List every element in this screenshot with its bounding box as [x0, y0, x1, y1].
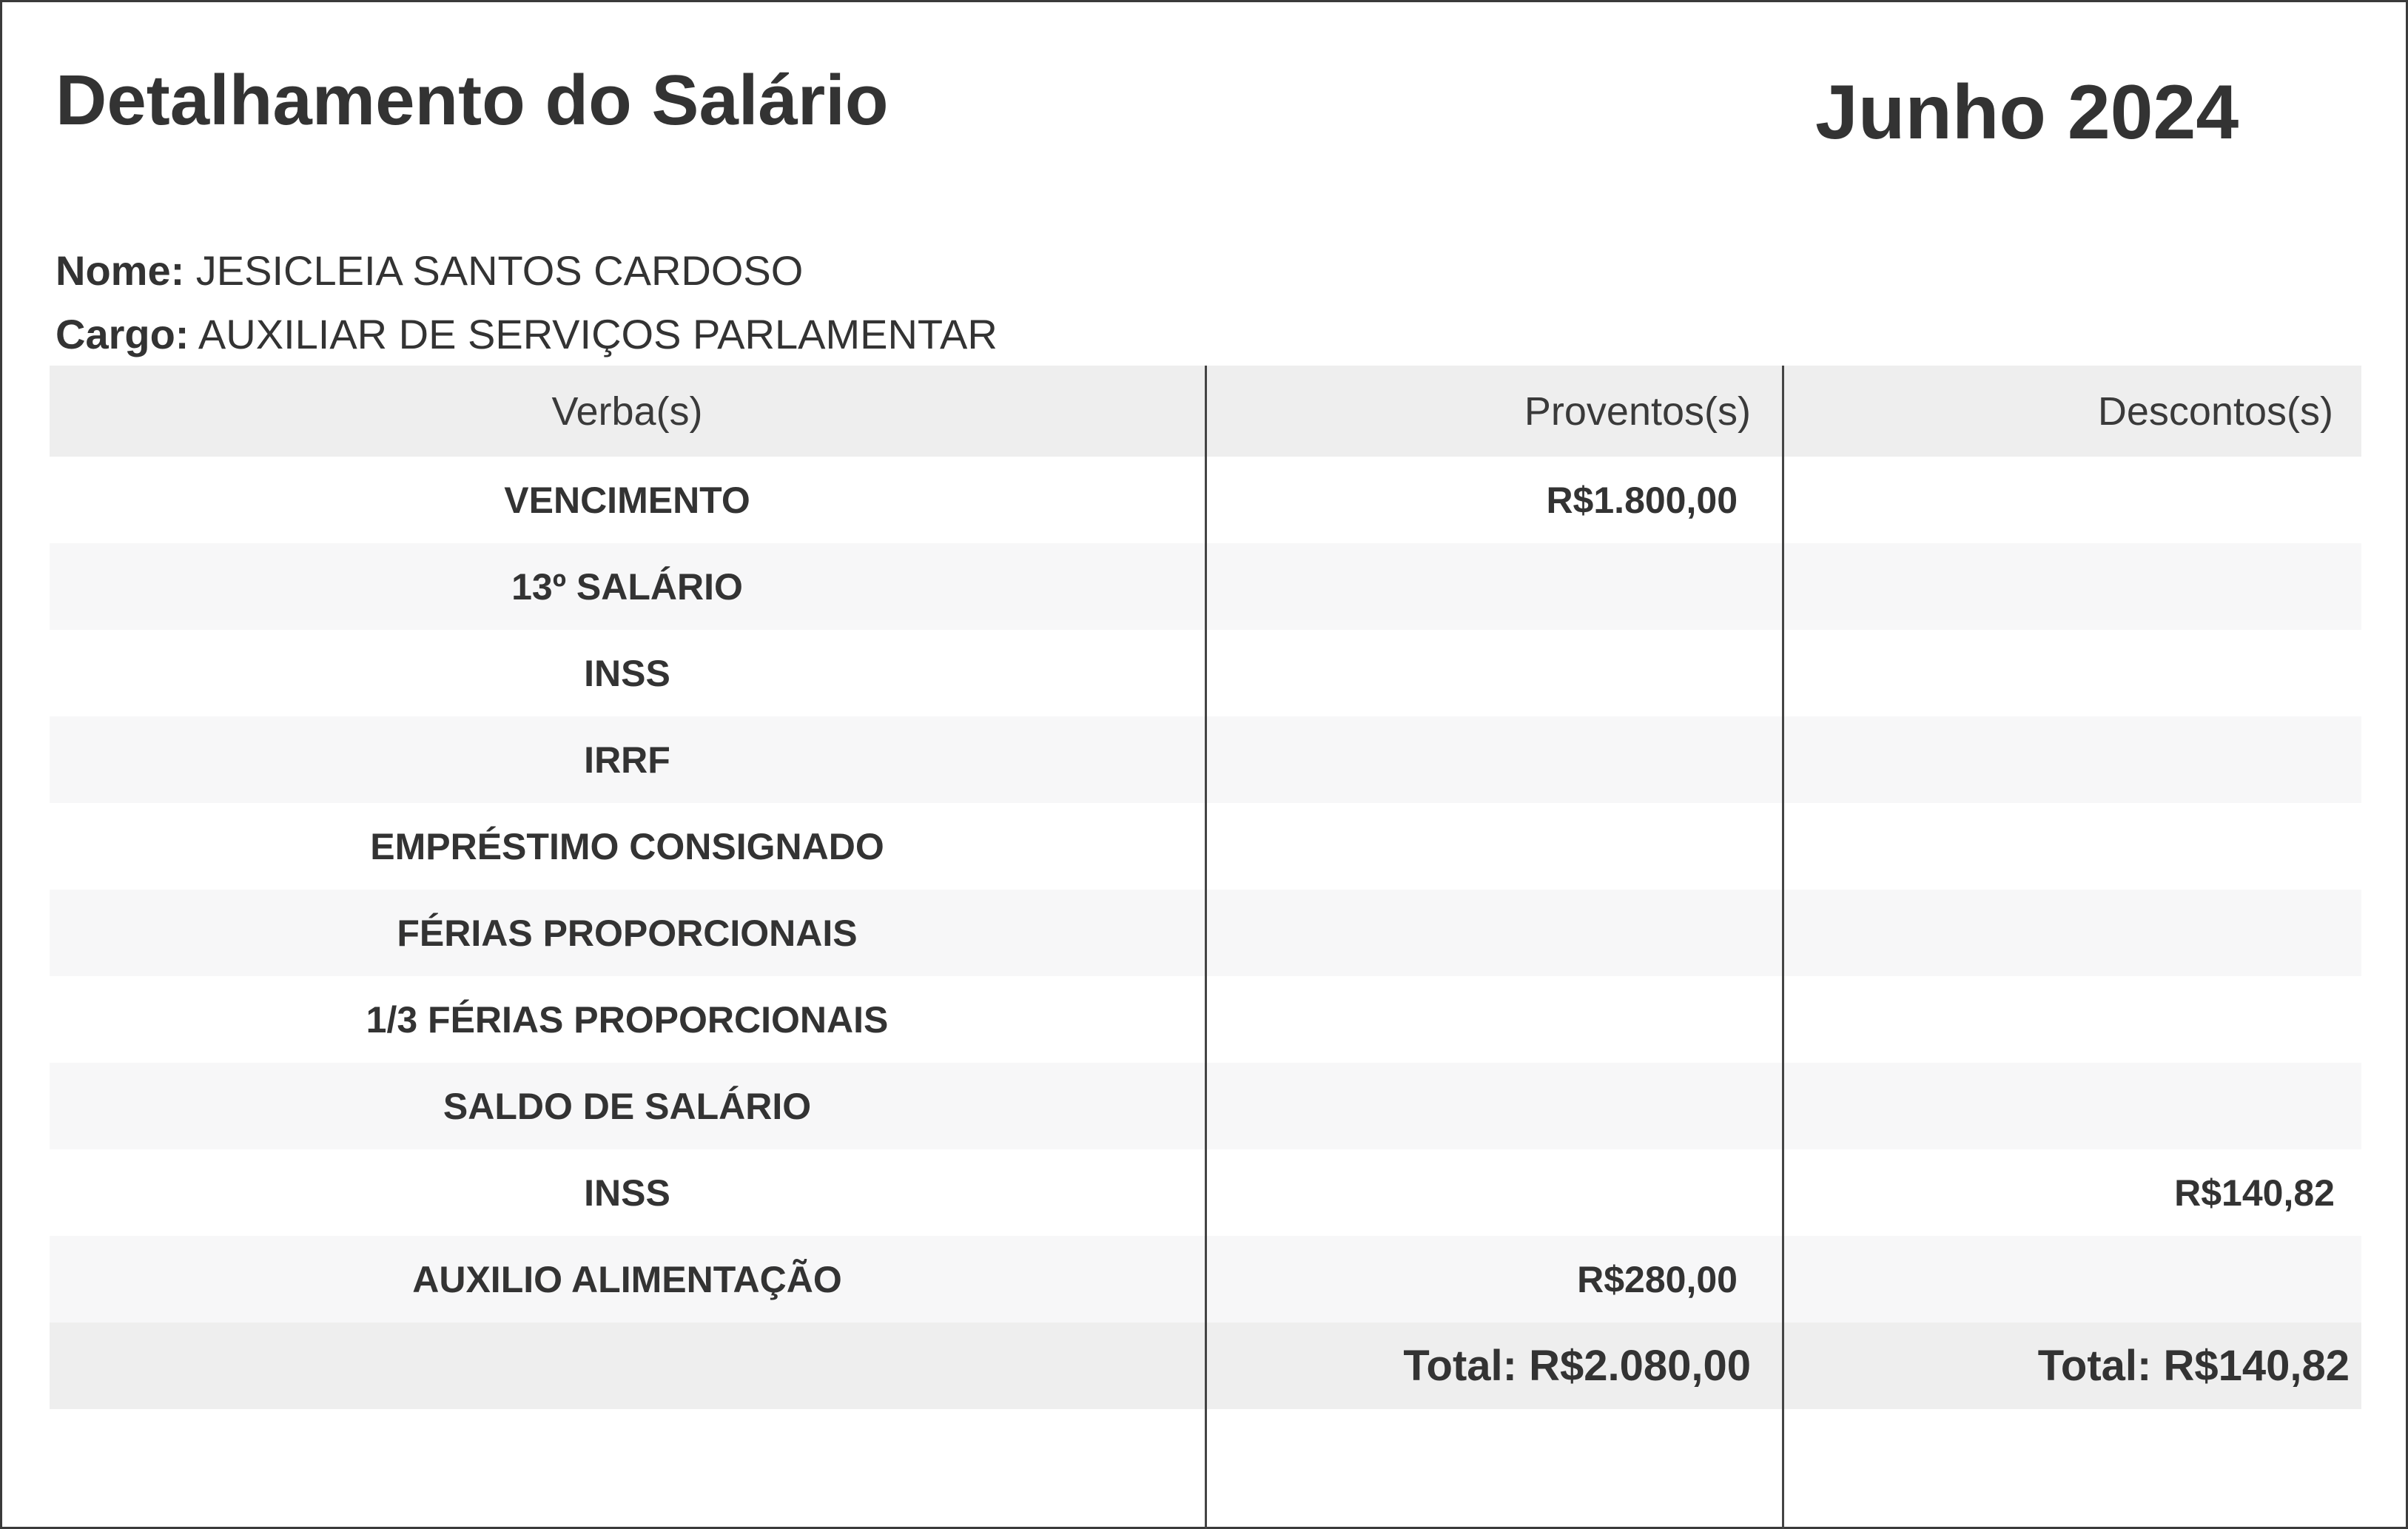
proventos-cell [1205, 890, 1782, 976]
employee-role-line: Cargo: AUXILIAR DE SERVIÇOS PARLAMENTAR [56, 310, 998, 358]
proventos-cell [1205, 1063, 1782, 1149]
verba-cell: FÉRIAS PROPORCIONAIS [397, 912, 858, 954]
descontos-cell [1784, 1063, 2361, 1149]
proventos-cell: R$280,00 [1577, 1258, 1738, 1300]
proventos-cell [1205, 976, 1782, 1063]
name-label: Nome: [56, 247, 185, 294]
total-proventos: Total: R$2.080,00 [1403, 1342, 1751, 1390]
column-divider [1205, 366, 1207, 1529]
proventos-cell [1205, 716, 1782, 803]
column-header-verba: Verba(s) [551, 389, 703, 434]
descontos-cell: R$140,82 [2174, 1172, 2335, 1214]
verba-cell: IRRF [584, 739, 670, 781]
column-header-proventos: Proventos(s) [1524, 389, 1751, 434]
verba-cell: 13º SALÁRIO [511, 565, 743, 608]
verba-cell: INSS [584, 652, 670, 694]
verba-cell: 1/3 FÉRIAS PROPORCIONAIS [366, 998, 889, 1041]
descontos-cell [1784, 630, 2361, 716]
verba-cell: SALDO DE SALÁRIO [443, 1085, 812, 1127]
descontos-cell [1784, 976, 2361, 1063]
verba-cell: VENCIMENTO [504, 479, 750, 521]
column-header-descontos: Descontos(s) [2097, 389, 2333, 434]
descontos-cell [1784, 457, 2361, 543]
descontos-cell [1784, 890, 2361, 976]
totals-label-cell [50, 1323, 1205, 1409]
proventos-cell [1205, 543, 1782, 630]
descontos-cell [1784, 1236, 2361, 1323]
role-label: Cargo: [56, 311, 189, 357]
proventos-cell [1205, 803, 1782, 890]
column-divider [1782, 366, 1784, 1529]
descontos-cell [1784, 716, 2361, 803]
proventos-cell [1205, 1149, 1782, 1236]
period-label: Junho 2024 [1815, 70, 2239, 155]
verba-cell: AUXILIO ALIMENTAÇÃO [412, 1258, 842, 1300]
page-title: Detalhamento do Salário [56, 61, 889, 140]
verba-cell: EMPRÉSTIMO CONSIGNADO [370, 825, 884, 867]
descontos-cell [1784, 543, 2361, 630]
employee-name-line: Nome: JESICLEIA SANTOS CARDOSO [56, 246, 803, 295]
employee-name: JESICLEIA SANTOS CARDOSO [195, 247, 804, 294]
total-descontos: Total: R$140,82 [2037, 1342, 2350, 1390]
verba-cell: INSS [584, 1172, 670, 1214]
descontos-cell [1784, 803, 2361, 890]
proventos-cell: R$1.800,00 [1546, 479, 1738, 521]
employee-role: AUXILIAR DE SERVIÇOS PARLAMENTAR [198, 311, 998, 357]
proventos-cell [1205, 630, 1782, 716]
